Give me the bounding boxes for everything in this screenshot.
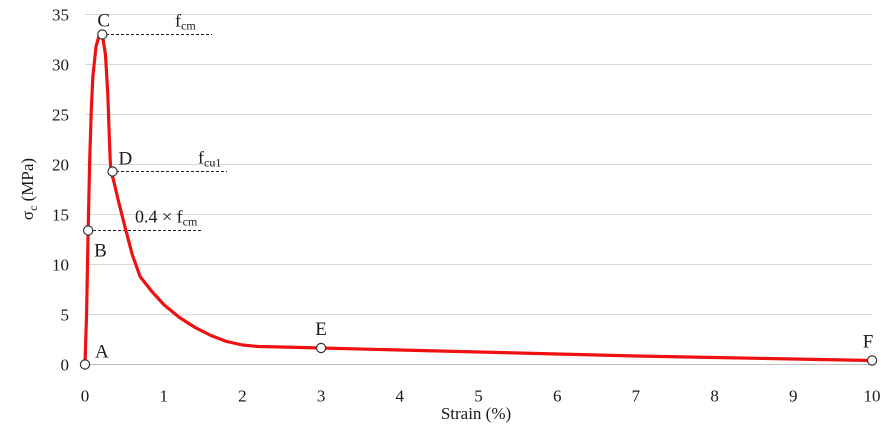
point-marker-f — [866, 355, 878, 366]
annotation-label: fcm — [175, 11, 196, 33]
y-axis-title-sub: c — [26, 206, 40, 211]
y-axis-title-main: σ — [18, 211, 37, 220]
point-label-b: B — [94, 241, 107, 262]
x-tick-label: 3 — [317, 387, 326, 406]
x-tick-label: 1 — [159, 387, 168, 406]
annotation-main: f — [177, 207, 183, 227]
axis-layer: 0 5 10 15 20 25 30 35 0 1 2 3 4 5 6 7 8 9 10 — [52, 6, 881, 406]
x-axis-title: Strain (%) — [441, 404, 511, 423]
point-marker-b — [82, 225, 94, 236]
y-axis-title-rest: (MPa) — [18, 158, 37, 206]
x-tick-label: 2 — [238, 387, 247, 406]
stress-strain-curve — [83, 32, 874, 367]
annotation-label: 0.4 × fcm — [135, 207, 198, 229]
annotation-main: f — [198, 148, 204, 168]
annotation-subscript: cu1 — [204, 156, 221, 170]
point-marker-c — [97, 29, 108, 40]
x-tick-label: 4 — [396, 387, 405, 406]
annotation-main: f — [175, 11, 181, 31]
point-label-f: F — [863, 332, 874, 353]
x-tick-label: 6 — [553, 387, 562, 406]
point-marker-e — [315, 342, 327, 354]
grid-layer — [85, 14, 872, 315]
y-tick-label: 15 — [52, 206, 69, 225]
point-label-e: E — [315, 319, 327, 340]
x-tick-label: 8 — [710, 387, 719, 406]
point-marker-a — [79, 359, 91, 370]
point-label-c: C — [97, 11, 110, 32]
point-label-a: A — [95, 342, 109, 363]
y-tick-label: 5 — [61, 306, 70, 325]
x-tick-label: 7 — [632, 387, 641, 406]
series-layer — [83, 32, 874, 367]
annotation-subscript: cm — [181, 19, 196, 33]
point-label-d: D — [119, 149, 133, 170]
annotation-prefix: 0.4 × — [135, 207, 177, 227]
point-marker-d — [107, 166, 118, 177]
y-tick-label: 20 — [52, 156, 69, 175]
x-tick-label: 0 — [81, 387, 90, 406]
y-tick-label: 30 — [52, 56, 69, 75]
y-tick-label: 25 — [52, 106, 69, 125]
x-tick-label: 9 — [789, 387, 798, 406]
x-tick-label: 10 — [864, 387, 881, 406]
annotation-subscript: cm — [183, 215, 198, 229]
y-tick-label: 35 — [52, 6, 69, 25]
x-tick-label: 5 — [474, 387, 483, 406]
y-axis-title: σc (MPa) — [18, 158, 40, 220]
annotation-label: fcu1 — [198, 148, 221, 170]
y-tick-label: 0 — [61, 356, 70, 375]
point-layer: A B C D E F — [79, 11, 878, 370]
y-tick-label: 10 — [52, 256, 69, 275]
